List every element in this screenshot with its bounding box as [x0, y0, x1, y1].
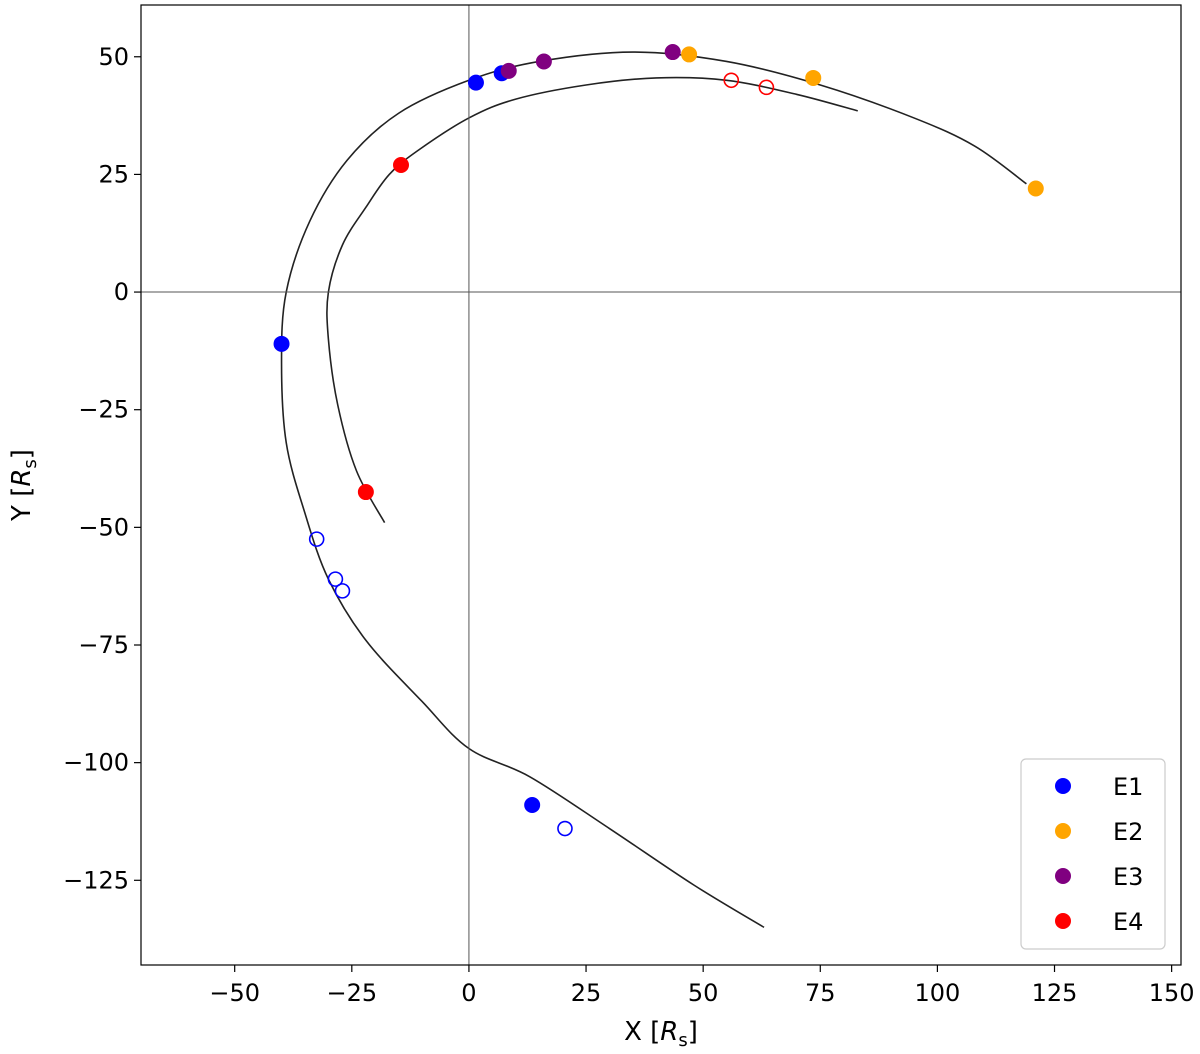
- data-points-layer: [273, 44, 1044, 837]
- legend-box: [1020, 758, 1166, 950]
- y-tick-label-7: 25: [98, 160, 129, 188]
- x-tick-label-2: −25: [326, 979, 377, 1007]
- y-tick-label-3: −75: [78, 631, 129, 659]
- point-e2-filled-2: [805, 69, 822, 86]
- legend-label-e2: E2: [1113, 818, 1143, 846]
- point-e1-filled-4: [524, 797, 541, 813]
- point-e1-open-3: [334, 583, 351, 599]
- trajectory-curve-1: [280, 51, 1027, 929]
- x-tick-label-3: 0: [461, 979, 476, 1007]
- point-e3-filled-1: [500, 62, 517, 79]
- point-e4-filled-1: [393, 157, 409, 173]
- plot-frame: [140, 4, 1182, 966]
- y-tick-label-4: −50: [78, 513, 129, 541]
- y-axis-ticks: −125 −100 −75 −50 −25 0 25 50: [63, 43, 141, 894]
- point-e4-open-1: [723, 72, 740, 89]
- point-e3-filled-2: [535, 53, 552, 70]
- y-tick-label-2: −100: [63, 749, 129, 777]
- x-axis-label: X [Rs]: [624, 1017, 698, 1051]
- y-tick-label-5: −25: [78, 396, 129, 424]
- reference-lines: [141, 5, 1181, 965]
- legend-label-e1: E1: [1113, 773, 1143, 801]
- legend-marker-e3: [1055, 868, 1071, 884]
- legend-marker-e4: [1055, 913, 1071, 929]
- x-tick-label-5: 50: [688, 979, 719, 1007]
- x-axis-ticks: −50 −25 0 25 50 75 100 125 150: [209, 965, 1195, 1007]
- legend-label-e3: E3: [1113, 863, 1143, 891]
- x-axis-label-main: X [: [624, 1017, 660, 1047]
- point-e1-open-4: [557, 820, 573, 837]
- y-axis-label-subscript: s: [20, 459, 41, 468]
- point-e1-filled-1: [467, 74, 484, 91]
- point-e4-open-2: [758, 79, 775, 96]
- y-axis-label: Y [Rs]: [7, 449, 41, 522]
- trajectory-curve-2: [326, 76, 858, 524]
- x-tick-label-8: 125: [1032, 979, 1078, 1007]
- point-e1-filled-3: [273, 335, 290, 352]
- x-axis-label-subscript: s: [678, 1030, 687, 1051]
- point-e2-filled-1: [681, 46, 698, 63]
- legend-marker-e2: [1055, 823, 1071, 839]
- x-tick-label-9: 150: [1149, 979, 1195, 1007]
- x-axis-label-symbol: R: [660, 1017, 678, 1047]
- y-axis-label-main: Y [: [7, 487, 37, 522]
- y-axis-label-symbol: R: [7, 469, 37, 487]
- x-tick-label-1: −50: [209, 979, 260, 1007]
- point-e1-open-1: [308, 531, 325, 547]
- x-tick-label-4: 25: [571, 979, 602, 1007]
- point-e3-filled-3: [664, 44, 681, 61]
- legend-label-e4: E4: [1113, 908, 1143, 936]
- x-axis-label-close: ]: [688, 1017, 698, 1047]
- trajectory-layer: [280, 51, 1027, 929]
- legend: E1 E2 E3 E4: [1020, 758, 1166, 950]
- x-tick-label-6: 75: [805, 979, 836, 1007]
- y-tick-label-1: −125: [63, 866, 129, 894]
- y-axis-label-close: ]: [7, 449, 37, 459]
- point-e4-filled-2: [357, 484, 374, 501]
- y-tick-label-6: 0: [114, 278, 129, 306]
- legend-marker-e1: [1055, 778, 1071, 794]
- y-tick-label-8: 50: [98, 43, 129, 71]
- point-e1-open-2: [327, 571, 344, 587]
- x-tick-label-7: 100: [914, 979, 960, 1007]
- point-e2-filled-3: [1027, 180, 1044, 197]
